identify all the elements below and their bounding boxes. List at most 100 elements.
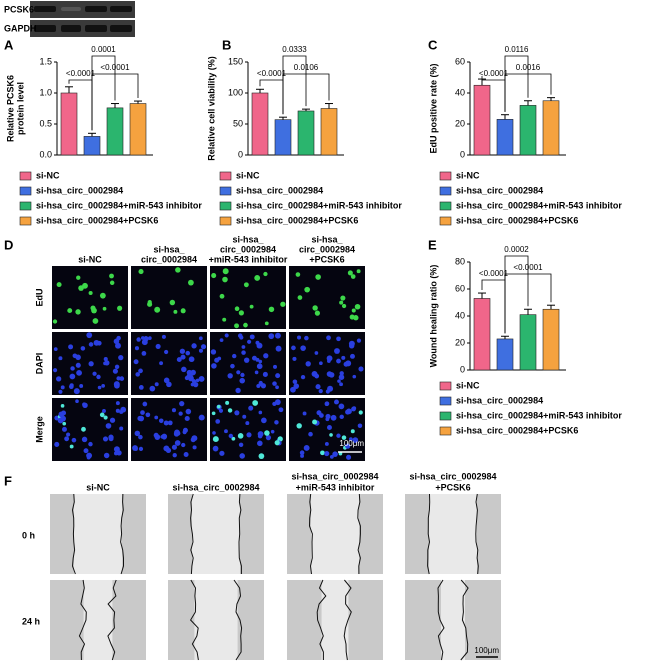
- column-header: circ_0002984: [299, 244, 355, 254]
- cell-nucleus: [278, 407, 284, 413]
- cell-nucleus: [52, 319, 58, 324]
- cell-nucleus: [345, 443, 351, 449]
- bar: [297, 110, 315, 156]
- cell-nucleus: [314, 310, 320, 316]
- cell-nucleus: [280, 301, 286, 307]
- column-header: circ_0002984: [141, 254, 197, 264]
- cell-nucleus: [181, 366, 187, 373]
- column-header: si-hsa_: [311, 234, 343, 244]
- error-bar: [134, 100, 142, 104]
- panel-letter: E: [428, 237, 437, 252]
- cell-nucleus: [69, 373, 76, 380]
- cell-nucleus: [191, 435, 198, 442]
- y-tick-label: 0.0: [39, 149, 52, 159]
- significance-bracket: [504, 273, 552, 334]
- cell-nucleus: [261, 417, 267, 424]
- cell-nucleus: [315, 384, 321, 390]
- cell-nucleus: [176, 357, 182, 363]
- cell-nucleus: [263, 353, 269, 359]
- cell-nucleus: [69, 444, 74, 449]
- wound-image: [405, 493, 501, 575]
- cell-nucleus: [256, 383, 261, 389]
- cell-nucleus: [75, 399, 79, 404]
- y-tick-label: 80: [455, 256, 465, 266]
- cell-nucleus: [192, 445, 197, 450]
- cell-nucleus: [113, 381, 120, 388]
- cell-nucleus: [81, 436, 88, 443]
- cell-nucleus: [320, 450, 325, 456]
- error-bar: [524, 100, 532, 106]
- cell-nucleus: [64, 436, 70, 442]
- cell-nucleus: [102, 436, 109, 442]
- error-bar: [478, 292, 486, 299]
- wound-edge: [308, 493, 313, 575]
- cell-nucleus: [88, 342, 94, 347]
- y-tick-label: 0: [460, 364, 465, 374]
- wound-gap: [192, 494, 240, 574]
- cell-nucleus: [356, 338, 362, 343]
- cell-nucleus: [148, 336, 152, 340]
- cell-nucleus: [346, 454, 352, 460]
- cell-nucleus: [86, 332, 93, 339]
- cell-nucleus: [138, 368, 143, 374]
- cell-nucleus: [291, 345, 296, 351]
- cell-nucleus: [300, 345, 306, 351]
- y-axis-label: EdU positive rate (%): [428, 63, 438, 153]
- cell-nucleus: [109, 417, 116, 423]
- cell-nucleus: [239, 377, 246, 384]
- cell-nucleus: [82, 402, 87, 407]
- error-bar: [256, 88, 264, 93]
- cell-nucleus: [348, 340, 355, 347]
- cell-nucleus: [56, 376, 62, 382]
- wound-image: [287, 493, 383, 575]
- cell-nucleus: [138, 385, 144, 390]
- scale-bar-label: 100μm: [474, 646, 499, 655]
- cell-nucleus: [338, 451, 343, 456]
- cell-nucleus: [142, 401, 148, 407]
- cell-nucleus: [198, 375, 205, 382]
- legend-label: si-hsa_circ_0002984: [36, 185, 123, 195]
- error-bar: [88, 132, 96, 137]
- cell-nucleus: [172, 453, 177, 458]
- cell-nucleus: [243, 282, 249, 288]
- legend-label: si-hsa_circ_0002984+miR-543 inhibitor: [456, 410, 622, 420]
- wound-edge: [189, 579, 199, 661]
- cell-nucleus: [299, 450, 305, 455]
- cell-nucleus: [97, 385, 102, 390]
- cell-nucleus: [92, 371, 97, 376]
- cell-nucleus: [338, 403, 345, 410]
- column-header: +PCSK6: [309, 254, 344, 264]
- panel-letter: D: [4, 237, 13, 252]
- cell-nucleus: [212, 436, 219, 443]
- cell-nucleus: [191, 343, 197, 349]
- cell-nucleus: [169, 299, 176, 306]
- cell-nucleus: [147, 301, 153, 307]
- cell-nucleus: [256, 342, 263, 349]
- cell-nucleus: [225, 400, 230, 405]
- cell-nucleus: [336, 358, 341, 364]
- cell-nucleus: [254, 275, 261, 281]
- cell-nucleus: [71, 437, 77, 443]
- cell-nucleus: [228, 433, 234, 439]
- bar: [542, 308, 560, 371]
- cell-nucleus: [249, 304, 254, 309]
- row-label: DAPI: [34, 353, 44, 375]
- wound-gap: [321, 580, 349, 660]
- cell-nucleus: [324, 402, 329, 407]
- cell-nucleus: [133, 359, 139, 365]
- cell-nucleus: [211, 272, 217, 279]
- cell-nucleus: [315, 274, 321, 280]
- cell-nucleus: [101, 384, 105, 388]
- legend-label: si-NC: [456, 170, 480, 180]
- cell-nucleus: [311, 370, 318, 377]
- cell-nucleus: [340, 295, 346, 301]
- cell-nucleus: [138, 434, 143, 440]
- legend-swatch: [439, 381, 452, 391]
- cell-nucleus: [349, 437, 353, 441]
- scale-bar-label: 100μm: [339, 439, 364, 448]
- bar: [129, 103, 147, 156]
- cell-nucleus: [318, 389, 323, 394]
- cell-nucleus: [272, 401, 277, 407]
- legend-label: si-hsa_circ_0002984+PCSK6: [36, 215, 158, 225]
- cell-nucleus: [80, 346, 86, 351]
